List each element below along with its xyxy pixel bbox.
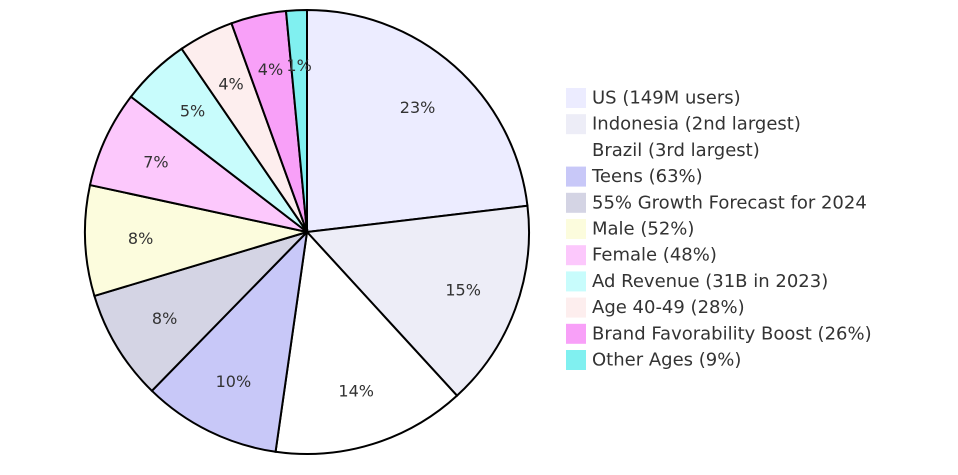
pie-slice-label-8: 4% [218,74,243,93]
legend-label-5: Male (52%) [592,219,694,240]
pie-slice-1 [304,204,530,398]
legend-swatch-9 [566,323,586,344]
legend: US (149M users) Indonesia (2nd largest) Br… [566,88,872,371]
legend-swatch-3 [566,166,586,187]
legend-swatch-10 [566,350,586,370]
pie-slice-label-10: 1% [286,56,311,75]
legend-label-6: Female (48%) [592,245,717,266]
pie-slice-10 [284,8,308,233]
pie-slice-3 [150,229,309,453]
pie-slices [84,8,530,455]
pie-slice-label-4: 8% [152,309,177,328]
pie-slice-0 [306,8,529,234]
legend-label-10: Other Ages (9%) [592,350,741,371]
legend-swatch-2 [566,140,586,161]
pie-slice-label-9: 4% [258,60,283,79]
legend-label-7: Ad Revenue (31B in 2023) [592,271,828,292]
pie-slice-label-1: 15% [445,280,481,299]
legend-swatch-0 [566,88,586,108]
pie-slice-label-2: 14% [338,382,374,401]
legend-label-3: Teens (63%) [591,166,703,187]
legend-swatch-1 [566,114,586,135]
pie-slice-2 [274,229,459,455]
pie-slice-label-5: 8% [128,229,153,248]
legend-label-4: 55% Growth Forecast for 2024 [592,192,867,213]
pie-slice-label-6: 7% [143,152,168,171]
pie-slice-label-3: 10% [216,372,252,391]
legend-swatch-8 [566,297,586,318]
legend-swatch-6 [566,245,586,266]
legend-label-2: Brazil (3rd largest) [592,140,760,161]
pie-slice-label-0: 23% [400,98,436,117]
legend-swatch-4 [566,192,586,213]
legend-label-0: US (149M users) [592,88,741,109]
legend-label-9: Brand Favorability Boost (26%) [592,323,872,344]
legend-swatch-5 [566,219,586,239]
legend-label-1: Indonesia (2nd largest) [592,114,801,135]
legend-swatch-7 [566,271,586,292]
pie-slice-labels: 23%15%14%10%8%8%7%5%4%4% 1% [128,56,481,400]
legend-label-8: Age 40-49 (28%) [592,297,745,318]
pie-slice-5 [84,183,308,298]
pie-slice-label-7: 5% [180,102,205,121]
pie-slice-4 [93,231,308,393]
